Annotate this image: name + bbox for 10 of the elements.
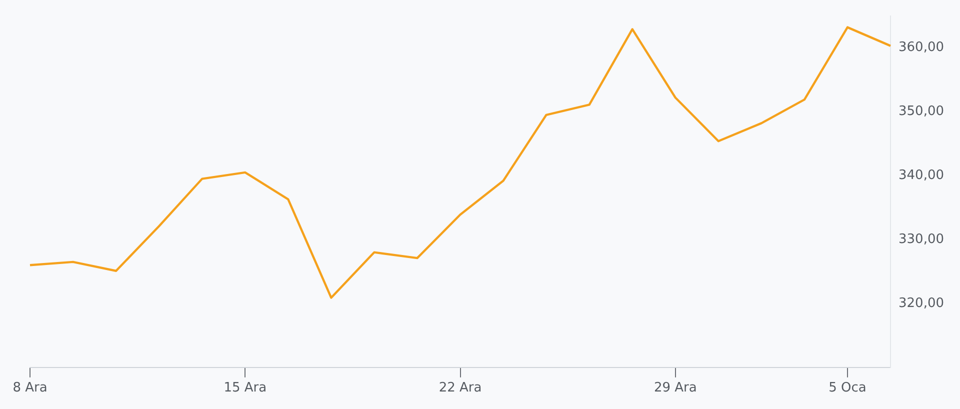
y-tick-label: 330,00 xyxy=(898,232,944,247)
y-tick-label: 340,00 xyxy=(898,168,944,183)
x-tick-label: 15 Ara xyxy=(224,380,267,396)
x-tick-label: 29 Ara xyxy=(654,380,697,396)
y-tick-label: 360,00 xyxy=(898,40,944,56)
x-tick-label: 22 Ara xyxy=(438,380,482,396)
y-tick-label: 320,00 xyxy=(898,296,944,311)
x-tick-label: 8 Ara xyxy=(12,380,48,396)
y-tick-label: 350,00 xyxy=(898,104,944,120)
x-tick-label: 5 Oca xyxy=(828,380,866,396)
